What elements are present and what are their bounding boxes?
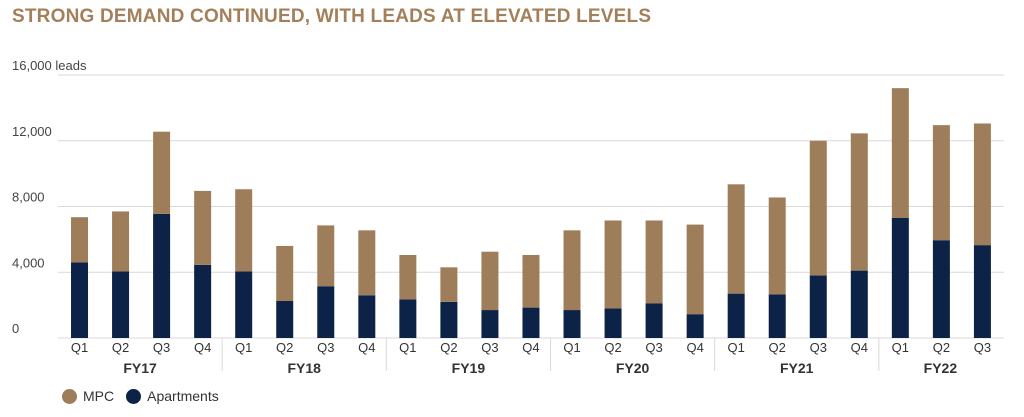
bar-apartments <box>276 301 294 338</box>
bar-mpc <box>194 190 212 265</box>
bar-mpc <box>686 224 704 315</box>
bar-apartments <box>358 295 376 338</box>
bar-apartments <box>522 307 540 338</box>
bar-apartments <box>809 275 827 338</box>
group-label: FY21 <box>780 360 814 376</box>
bar-apartments <box>235 271 253 338</box>
bar-mpc <box>932 125 950 241</box>
group-label: FY17 <box>123 360 157 376</box>
bar-apartments <box>768 294 786 338</box>
x-tick-label: Q2 <box>440 340 457 355</box>
x-tick-label: Q3 <box>481 340 498 355</box>
bar-apartments <box>71 262 89 338</box>
x-axis: Q1 Q2 Q3 Q4 Q1 Q2 Q3 Q4 Q1 Q2 Q3 Q4 Q1 Q2 Q3 Q4 Q1 Q2 Q3 Q4… <box>71 338 991 376</box>
bar-apartments <box>850 270 868 338</box>
x-tick-label: Q1 <box>399 340 416 355</box>
bar-apartments <box>727 293 745 338</box>
x-tick-label: Q2 <box>933 340 950 355</box>
x-tick-label: Q1 <box>728 340 745 355</box>
x-tick-label: Q4 <box>194 340 211 355</box>
bar-mpc <box>973 123 991 246</box>
legend-item-mpc: MPC <box>62 388 114 404</box>
x-tick-label: Q4 <box>686 340 703 355</box>
x-tick-label: Q2 <box>112 340 129 355</box>
group-label: FY20 <box>616 360 650 376</box>
bar-apartments <box>317 286 335 338</box>
bar-mpc <box>768 197 786 295</box>
bar-apartments <box>563 310 581 338</box>
legend-swatch-mpc <box>62 388 77 404</box>
bar-mpc <box>481 251 499 311</box>
legend-label-apartments: Apartments <box>147 388 219 404</box>
bar-mpc <box>440 267 458 302</box>
bar-mpc <box>71 217 89 263</box>
bar-apartments <box>153 213 171 338</box>
bar-mpc <box>112 211 130 272</box>
chart-title: STRONG DEMAND CONTINUED, WITH LEADS AT E… <box>12 6 652 27</box>
bar-mpc <box>563 230 581 311</box>
x-tick-label: Q4 <box>522 340 539 355</box>
bar-mpc <box>604 220 622 309</box>
bar-apartments <box>686 314 704 338</box>
x-tick-label: Q3 <box>153 340 170 355</box>
bar-apartments <box>481 310 499 338</box>
bar-apartments <box>645 303 663 338</box>
bar-mpc <box>891 88 909 219</box>
bar-mpc <box>399 254 417 300</box>
bar-mpc <box>153 131 171 214</box>
bar-mpc <box>809 140 827 276</box>
bars <box>71 88 991 338</box>
y-tick-label: 0 <box>12 321 19 336</box>
x-tick-label: Q3 <box>645 340 662 355</box>
bar-apartments <box>973 245 991 338</box>
y-tick-label: 16,000 leads <box>12 58 87 73</box>
bar-apartments <box>604 308 622 338</box>
y-tick-label: 4,000 <box>12 255 45 270</box>
bar-mpc <box>727 184 745 294</box>
bar-mpc <box>358 230 376 296</box>
x-tick-label: Q4 <box>358 340 375 355</box>
bar-mpc <box>645 220 663 304</box>
x-tick-label: Q4 <box>851 340 868 355</box>
legend-label-mpc: MPC <box>83 388 115 404</box>
y-tick-label: 12,000 <box>12 124 52 139</box>
bar-mpc <box>235 189 253 272</box>
legend-swatch-apartments <box>126 388 142 404</box>
x-tick-label: Q1 <box>71 340 88 355</box>
bar-mpc <box>850 133 868 271</box>
y-tick-label: 8,000 <box>12 190 45 205</box>
x-tick-label: Q1 <box>892 340 909 355</box>
legend: MPC Apartments <box>62 388 231 404</box>
bar-apartments <box>194 264 212 338</box>
x-tick-label: Q3 <box>974 340 991 355</box>
x-tick-label: Q2 <box>276 340 293 355</box>
x-tick-label: Q2 <box>604 340 621 355</box>
x-tick-label: Q1 <box>563 340 580 355</box>
x-tick-label: Q2 <box>769 340 786 355</box>
x-tick-label: Q3 <box>317 340 334 355</box>
bar-mpc <box>317 225 335 287</box>
bar-apartments <box>399 299 417 338</box>
x-tick-label: Q1 <box>235 340 252 355</box>
bar-mpc <box>276 245 294 302</box>
legend-item-apartments: Apartments <box>126 388 219 404</box>
bar-apartments <box>440 301 458 338</box>
bar-apartments <box>112 271 130 338</box>
bar-apartments <box>932 240 950 338</box>
group-label: FY18 <box>288 360 322 376</box>
bar-mpc <box>522 254 540 308</box>
bar-apartments <box>891 218 909 338</box>
x-tick-label: Q3 <box>810 340 827 355</box>
group-label: FY22 <box>924 360 958 376</box>
group-label: FY19 <box>452 360 486 376</box>
